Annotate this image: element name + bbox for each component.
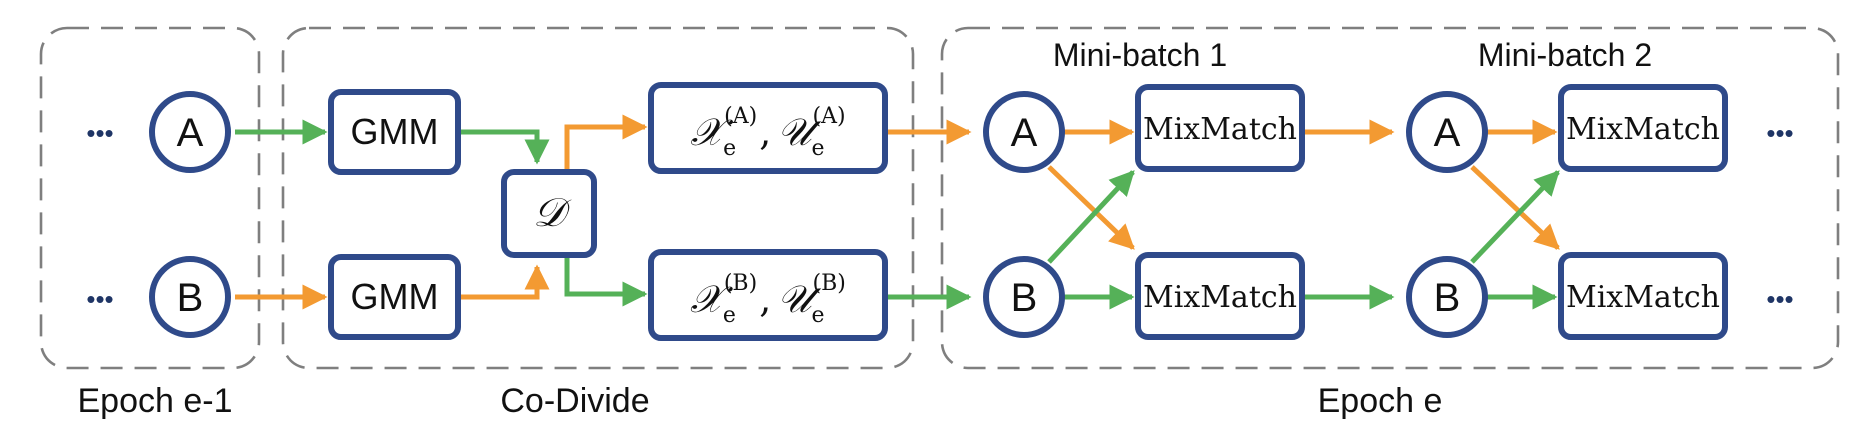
minibatch-2-label: Mini-batch 2 [1478,37,1652,73]
epoch-prev-group [39,26,261,370]
split-a-sub1: e [723,136,736,161]
co-divide-label: Co-Divide [500,382,649,420]
mixmatch-top-minibatch1-label: MixMatch [1143,112,1297,147]
net-b-minibatch2-label: B [1434,276,1461,320]
arrow-net-a1-to-mixmatch-bottom1 [1047,165,1135,250]
arrow-net-b2-to-mixmatch-top2 [1470,170,1560,264]
arrows [235,114,1560,310]
mixmatch-top-minibatch2: MixMatch [1558,84,1728,172]
divide-box: 𝒟 [501,169,597,258]
arrow-gmm-bottom-to-divide [458,264,550,300]
split-b-box: 𝒳e(B), 𝒰e(B) [648,249,888,341]
split-a-formula: 𝒳e(A), 𝒰e(A) [690,104,845,161]
split-b-sup1: (B) [724,271,757,296]
net-b-minibatch2: B [1406,256,1488,338]
split-b-formula: 𝒳e(B), 𝒰e(B) [690,271,846,328]
gmm-bottom: GMM [328,254,461,340]
split-a-sup2: (A) [813,104,846,129]
arrow-divide-to-split-a [564,114,648,172]
mixmatch-bottom-minibatch1: MixMatch [1135,252,1305,340]
split-a-sup1: (A) [724,104,757,129]
split-a-comma: , [759,110,771,154]
arrow-net-b1-to-mixmatch-top1 [1047,170,1135,264]
arrow-divide-to-split-b [564,255,648,307]
gmm-top: GMM [328,89,461,175]
net-a-prev-label: A [177,111,204,155]
epoch-curr-group [940,26,1840,370]
net-a-prev: A [149,91,231,173]
ellipsis-prev-b: ••• [86,284,113,314]
epoch-prev-label: Epoch e-1 [78,382,233,420]
co-divide-group [281,26,915,370]
split-b-sub1: e [723,303,736,328]
mixmatch-bottom-minibatch2: MixMatch [1558,252,1728,340]
mixmatch-top-minibatch2-label: MixMatch [1566,112,1720,147]
arrow-gmm-top-to-divide [458,129,550,165]
net-b-minibatch1-label: B [1011,276,1038,320]
mixmatch-top-minibatch1: MixMatch [1135,84,1305,172]
split-b-sub2: e [811,303,824,328]
ellipsis-prev-a: ••• [86,118,113,148]
gmm-top-label: GMM [351,111,439,152]
split-b-sup2: (B) [813,271,846,296]
arrow-net-a2-to-mixmatch-bottom2 [1470,165,1560,250]
mixmatch-bottom-minibatch2-label: MixMatch [1566,280,1720,315]
net-b-minibatch1: B [983,256,1065,338]
epoch-curr-label: Epoch e [1318,382,1443,420]
net-a-minibatch1: A [983,91,1065,173]
split-a-sub2: e [811,136,824,161]
net-a-minibatch2-label: A [1434,111,1461,155]
net-b-prev: B [149,256,231,338]
ellipsis-next-top: ••• [1766,118,1793,148]
net-a-minibatch1-label: A [1011,111,1038,155]
split-a-box: 𝒳e(A), 𝒰e(A) [648,82,888,174]
net-b-prev-label: B [177,276,204,320]
net-a-minibatch2: A [1406,91,1488,173]
mixmatch-bottom-minibatch1-label: MixMatch [1143,280,1297,315]
gmm-bottom-label: GMM [351,276,439,317]
minibatch-1-label: Mini-batch 1 [1053,37,1227,73]
split-b-comma: , [759,277,771,321]
ellipsis-next-bottom: ••• [1766,284,1793,314]
